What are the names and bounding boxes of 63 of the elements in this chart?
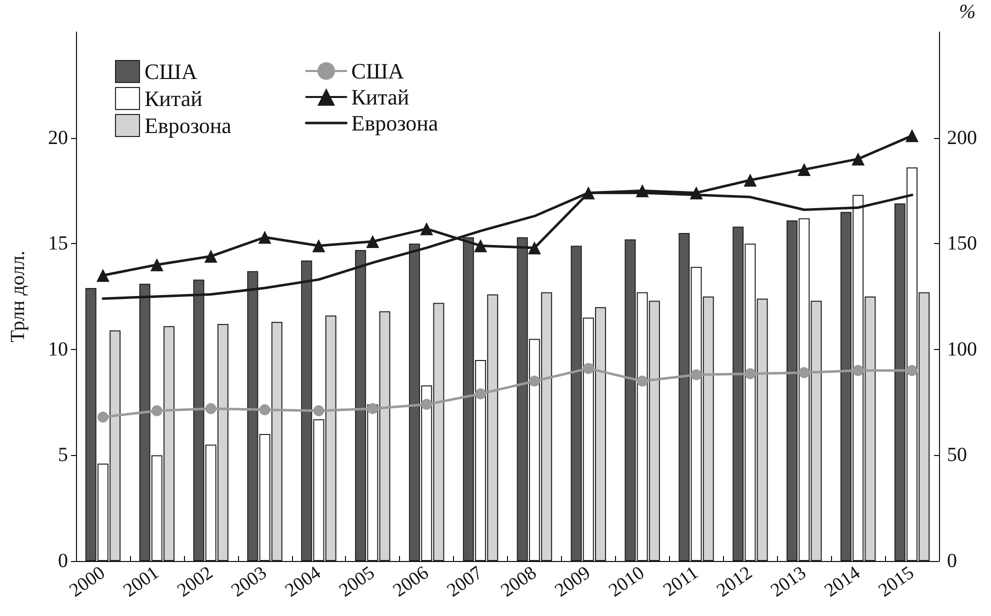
legend-label: Еврозона bbox=[351, 110, 438, 136]
point bbox=[475, 388, 486, 400]
point bbox=[690, 369, 702, 380]
y-tick-label: 10 bbox=[48, 338, 68, 360]
point bbox=[204, 250, 218, 263]
point bbox=[366, 234, 380, 248]
point bbox=[636, 376, 648, 387]
y-tick-label: 20 bbox=[48, 126, 68, 149]
x-tick-label: 2015 bbox=[874, 562, 918, 602]
y2-tick-label: 200 bbox=[947, 126, 977, 149]
point bbox=[367, 403, 378, 414]
point bbox=[852, 152, 865, 166]
x-tick-label: 2012 bbox=[713, 562, 756, 602]
point bbox=[582, 362, 594, 374]
y-tick-label: 15 bbox=[48, 232, 68, 255]
x-tick-label: 2003 bbox=[228, 562, 271, 602]
y-axis-title: Трлн долл. bbox=[7, 250, 29, 342]
point bbox=[906, 129, 919, 142]
point bbox=[852, 365, 864, 376]
legend-label: Китай bbox=[351, 84, 410, 110]
point bbox=[97, 412, 108, 423]
legend-label: США bbox=[351, 58, 404, 84]
x-tick-label: 2008 bbox=[497, 562, 540, 602]
point bbox=[150, 258, 164, 272]
x-tick-label: 2013 bbox=[767, 562, 810, 602]
y-tick-label: 5 bbox=[58, 444, 68, 466]
x-tick-label: 2006 bbox=[389, 562, 433, 602]
point bbox=[798, 163, 811, 176]
point bbox=[205, 403, 216, 414]
point bbox=[420, 222, 434, 236]
x-tick-label: 2001 bbox=[120, 562, 163, 602]
x-tick-label: 2005 bbox=[336, 562, 379, 602]
x-tick-label: 2011 bbox=[660, 562, 702, 602]
x-tick-label: 2002 bbox=[174, 562, 217, 602]
x-tick-label: 2014 bbox=[820, 562, 865, 602]
point bbox=[258, 230, 272, 244]
point bbox=[798, 367, 810, 378]
y2-tick-label: 100 bbox=[947, 338, 977, 360]
point bbox=[421, 398, 432, 410]
point bbox=[906, 365, 918, 376]
y2-tick-label: 0 bbox=[947, 550, 957, 572]
point bbox=[151, 405, 162, 416]
point bbox=[313, 405, 324, 416]
y-tick-label: 0 bbox=[58, 550, 68, 572]
x-tick-label: 2009 bbox=[551, 562, 594, 602]
legend-label: США bbox=[144, 59, 198, 84]
point bbox=[259, 404, 270, 416]
x-tick-label: 2004 bbox=[282, 562, 326, 602]
point bbox=[528, 241, 541, 254]
y2-tick-label: 150 bbox=[947, 232, 977, 255]
x-tick-label: 2010 bbox=[605, 562, 648, 602]
y2-tick-label: 50 bbox=[947, 444, 967, 466]
point bbox=[744, 368, 756, 380]
legend-label: Еврозона bbox=[144, 113, 232, 138]
point bbox=[744, 174, 757, 187]
point bbox=[96, 268, 110, 282]
point bbox=[582, 186, 595, 200]
x-tick-label: 2007 bbox=[443, 562, 487, 602]
legend-label: Китай bbox=[144, 86, 203, 111]
point bbox=[528, 376, 540, 387]
y2-axis-title: % bbox=[959, 1, 976, 23]
point bbox=[312, 239, 326, 252]
point bbox=[474, 239, 488, 252]
